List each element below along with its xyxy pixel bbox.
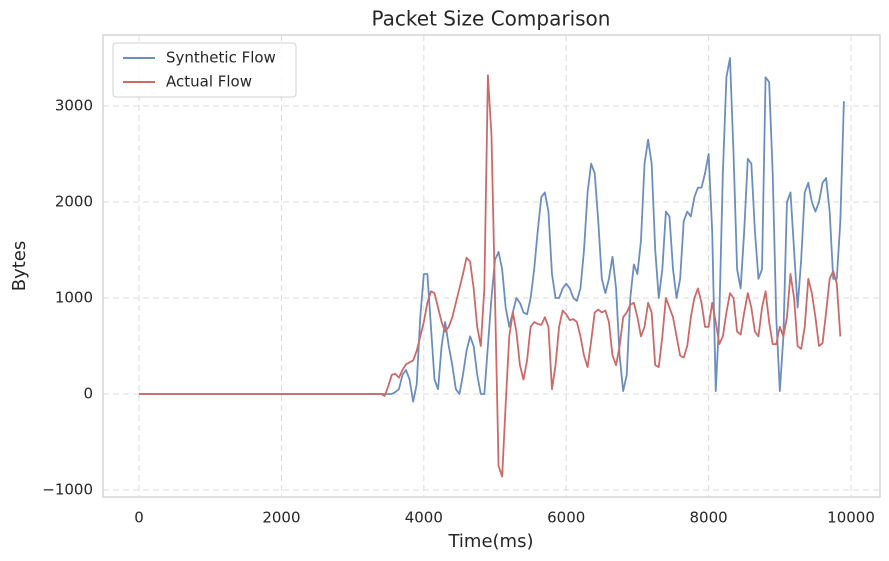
x-tick-label: 2000 [262,509,300,527]
x-tick-label: 8000 [690,509,728,527]
x-tick-label: 6000 [547,509,585,527]
legend-label: Synthetic Flow [166,49,276,67]
y-tick-label: −1000 [42,480,93,498]
x-tick-label: 4000 [405,509,443,527]
y-tick-label: 1000 [55,289,93,307]
legend-box [112,42,297,98]
y-tick-label: 0 [83,385,93,403]
plot-frame [102,34,881,498]
y-tick-label: 2000 [55,193,93,211]
x-tick-label: 10000 [827,509,875,527]
x-axis-label: Time(ms) [447,531,533,552]
y-tick-label: 3000 [55,97,93,115]
chart-title: Packet Size Comparison [372,7,611,31]
y-axis-label: Bytes [9,241,30,292]
data-line [139,74,842,478]
data-line [139,57,845,403]
legend-label: Actual Flow [166,73,252,91]
x-tick-label: 0 [134,509,144,527]
